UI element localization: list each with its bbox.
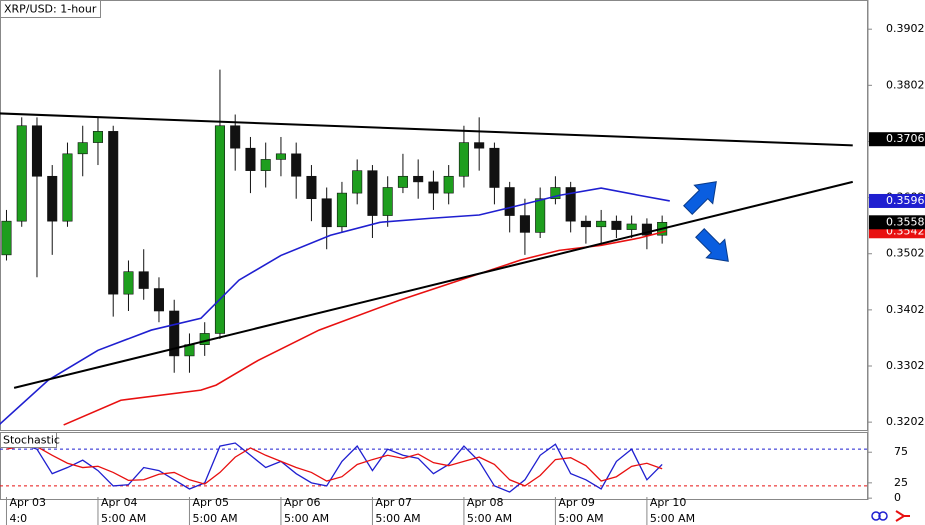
y-tick-label: 0 xyxy=(894,491,901,504)
candle-body xyxy=(169,310,180,357)
x-tick-label: Apr 03 xyxy=(9,496,46,509)
y-tick-label: 75 xyxy=(894,445,908,458)
candle-body xyxy=(47,175,58,222)
y-tick-label: 0.3802 xyxy=(886,78,925,91)
x-tick-label: Apr 08 xyxy=(467,496,504,509)
candle-body xyxy=(31,125,43,177)
candle-body xyxy=(596,220,607,228)
candle-body xyxy=(108,131,119,295)
candle-body xyxy=(62,153,73,222)
x-tick-time: 5:00 AM xyxy=(558,512,603,525)
candle-body xyxy=(489,147,500,188)
candle-body xyxy=(504,187,515,216)
candle-body xyxy=(474,142,485,149)
candle-body xyxy=(550,187,561,200)
x-tick-time: 5:00 AM xyxy=(101,512,146,525)
candle-body xyxy=(565,187,576,222)
arrow-down xyxy=(695,228,729,262)
candle-body xyxy=(245,147,256,171)
link-icon[interactable] xyxy=(878,511,888,521)
price-label-box xyxy=(869,193,925,208)
x-tick-time: 5:00 AM xyxy=(375,512,420,525)
candle-body xyxy=(626,223,637,230)
price-label: 0.3706 xyxy=(886,132,925,145)
price-label-box xyxy=(869,215,925,230)
trendline xyxy=(13,180,853,389)
candle-body xyxy=(214,125,225,334)
stochastic-panel xyxy=(0,432,868,500)
candle-body xyxy=(397,175,408,188)
x-tick-label: Apr 06 xyxy=(284,496,321,509)
arrow-up xyxy=(683,181,717,215)
goto-icon[interactable] xyxy=(895,510,910,522)
candle-body xyxy=(580,220,591,228)
candle-body xyxy=(77,142,88,155)
x-tick-label: Apr 07 xyxy=(375,496,412,509)
candle-body xyxy=(123,271,134,295)
x-tick-time: 5:00 AM xyxy=(284,512,329,525)
candle-body xyxy=(641,223,652,236)
candle-body xyxy=(413,175,424,183)
price-label: 0.3596 xyxy=(886,194,925,207)
candle-body xyxy=(611,220,622,230)
price-label-box xyxy=(869,132,925,147)
x-tick-time: 5:00 AM xyxy=(192,512,237,525)
candle-body xyxy=(291,153,302,177)
candle-body xyxy=(199,333,210,345)
candle-body xyxy=(321,198,332,228)
y-tick-label: 0.3302 xyxy=(886,359,925,372)
stochastic-line xyxy=(6,445,663,487)
candle-body xyxy=(535,198,546,233)
candle-body xyxy=(306,175,317,200)
x-tick-label: Apr 05 xyxy=(192,496,229,509)
y-tick-label: 25 xyxy=(894,476,908,489)
candle-body xyxy=(458,142,469,177)
candle-body xyxy=(92,131,103,143)
toolbar-icons[interactable] xyxy=(871,510,910,522)
x-tick-label: Apr 04 xyxy=(101,496,138,509)
candle-body xyxy=(153,288,164,312)
candle-body xyxy=(519,215,530,233)
candle-body xyxy=(428,181,439,194)
plot-layer xyxy=(0,69,868,493)
trendline xyxy=(0,112,853,147)
x-tick-time: 5:00 AM xyxy=(467,512,512,525)
title-box xyxy=(0,0,101,18)
y-tick-label: 0.3202 xyxy=(886,415,925,428)
candle-body xyxy=(230,125,241,149)
stochastic-line xyxy=(6,442,663,493)
chart-title: XRP/USD: 1-hour xyxy=(4,3,97,16)
x-tick-label: Apr 09 xyxy=(558,496,595,509)
x-tick-label: Apr 10 xyxy=(650,496,687,509)
y-tick-label: 0.3902 xyxy=(886,22,925,35)
x-tick-time: 4:0 xyxy=(9,512,27,525)
y-tick-label: 0.3502 xyxy=(886,247,925,260)
moving-average xyxy=(0,187,670,425)
candle-body xyxy=(336,192,347,228)
candle-body xyxy=(275,153,286,160)
candle-body xyxy=(260,159,271,171)
candle-body xyxy=(16,125,27,222)
link-icon[interactable] xyxy=(871,511,881,521)
candle-body xyxy=(443,175,454,194)
candle-body xyxy=(138,271,149,289)
x-tick-time: 5:00 AM xyxy=(650,512,695,525)
candle-body xyxy=(382,187,393,216)
moving-average xyxy=(63,230,667,426)
indicator-box xyxy=(0,432,57,448)
candle-body xyxy=(1,220,12,256)
candle-body xyxy=(367,170,378,216)
indicator-title: Stochastic xyxy=(3,434,60,447)
candle-body xyxy=(352,170,363,194)
price-label: 0.3558 xyxy=(886,215,925,228)
y-tick-label: 0.3402 xyxy=(886,303,925,316)
main-panel xyxy=(0,0,868,431)
